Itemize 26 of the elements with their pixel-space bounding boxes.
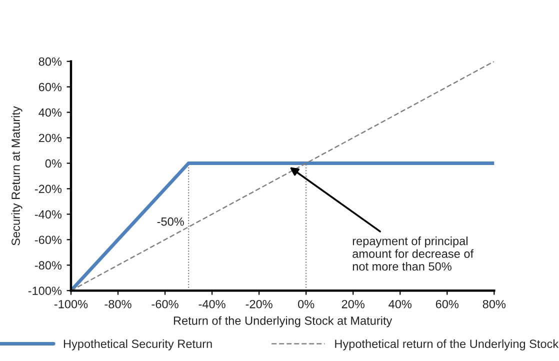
y-tick-label: 40% (38, 108, 62, 117)
legend-label: Hypothetical return of the Underlying Stock (335, 339, 559, 350)
x-tick-label: -100% (54, 300, 88, 308)
x-tick-label: 0% (298, 300, 314, 308)
x-tick-label: -40% (198, 300, 226, 308)
y-tick-label: -80% (34, 261, 62, 270)
y-axis-title: Security Return at Maturity (11, 106, 22, 246)
y-tick-label: 80% (38, 57, 62, 66)
x-tick-label: -60% (152, 300, 178, 308)
x-tick-label: -80% (104, 300, 132, 308)
x-tick-label: -20% (246, 300, 272, 308)
y-tick-label: 0% (45, 159, 62, 168)
y-tick-label: -60% (34, 236, 62, 244)
y-tick-label: 20% (38, 134, 62, 142)
x-tick-label: 40% (388, 300, 412, 308)
y-tick-label: 60% (38, 82, 62, 92)
x-axis-title: Return of the Underlying Stock at Maturity (174, 316, 392, 328)
ref-line-label: -50% (157, 217, 184, 226)
x-tick-label: 80% (482, 300, 506, 308)
y-tick-label: -100% (28, 286, 62, 295)
annotation: repayment of principal amount for decrease of not more than 50% (352, 236, 474, 271)
y-tick-label: -40% (34, 210, 62, 219)
x-tick-label: 60% (436, 300, 459, 308)
y-tick-label: -20% (34, 184, 62, 194)
x-tick-label: 20% (342, 300, 364, 308)
legend-label: Hypothetical Security Return (64, 339, 212, 350)
